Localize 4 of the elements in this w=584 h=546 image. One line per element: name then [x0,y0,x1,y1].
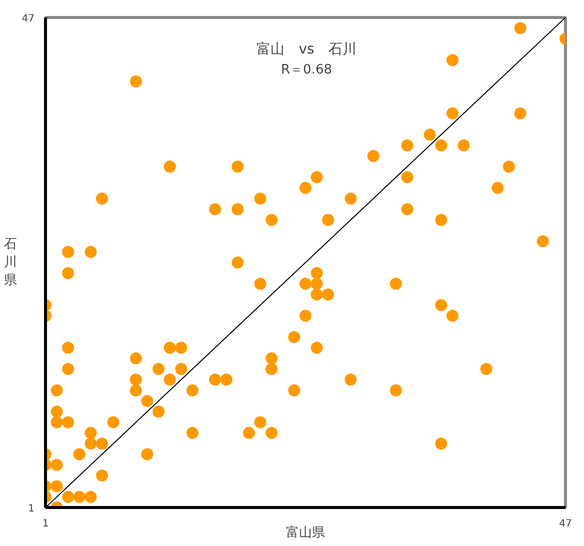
text: R＝0.68 [281,62,332,78]
y-axis-title: 石川県 [4,237,17,288]
text: 富山 vs 石川 [256,42,356,58]
x-axis-title: 富山県 [286,524,325,540]
